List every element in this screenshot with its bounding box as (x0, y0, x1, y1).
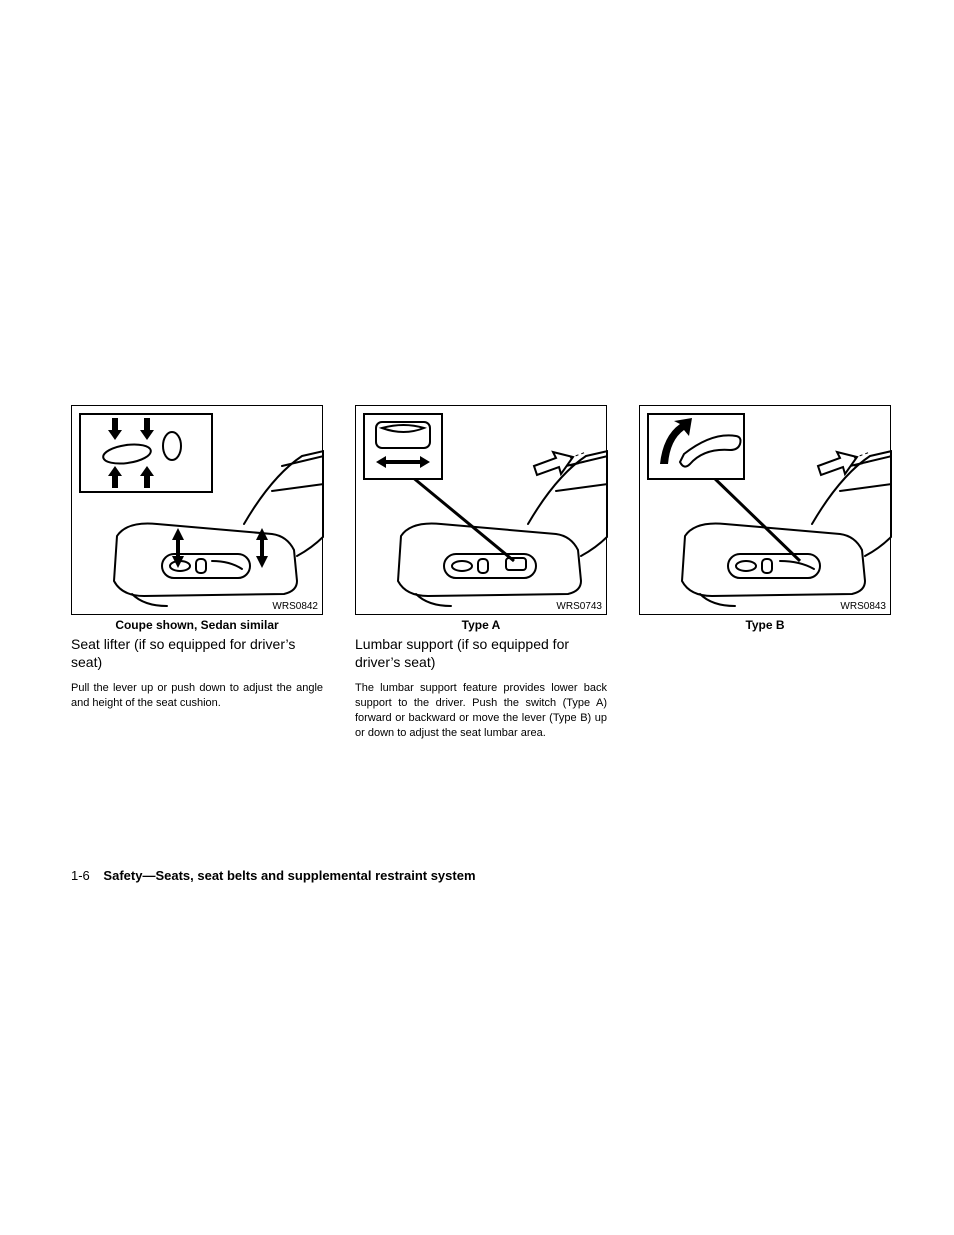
figure-caption: Type B (639, 618, 891, 632)
figure-caption: Coupe shown, Sedan similar (71, 618, 323, 632)
page-footer: 1-6 Safety—Seats, seat belts and supplem… (71, 868, 476, 883)
column-3: WRS0843 Type B (639, 405, 891, 740)
page-number: 1-6 (71, 868, 90, 883)
column-2: WRS0743 Type A Lumbar support (if so equ… (355, 405, 607, 740)
figure-code: WRS0842 (272, 601, 318, 612)
column-1: WRS0842 Coupe shown, Sedan similar Seat … (71, 405, 323, 740)
figure-seat-lifter: WRS0842 (71, 405, 323, 615)
page: WRS0842 Coupe shown, Sedan similar Seat … (0, 0, 954, 1235)
lumbar-type-a-diagram-icon (356, 406, 608, 616)
columns-container: WRS0842 Coupe shown, Sedan similar Seat … (71, 405, 892, 740)
figure-lumbar-type-b: WRS0843 (639, 405, 891, 615)
seat-lifter-diagram-icon (72, 406, 324, 616)
subheading: Lumbar support (if so equipped for drive… (355, 636, 607, 671)
body-paragraph: The lumbar support feature provides lowe… (355, 681, 607, 740)
body-paragraph: Pull the lever up or push down to adjust… (71, 681, 323, 711)
subheading: Seat lifter (if so equipped for driver’s… (71, 636, 323, 671)
lumbar-type-b-diagram-icon (640, 406, 892, 616)
section-title: Safety—Seats, seat belts and supplementa… (103, 868, 475, 883)
figure-caption: Type A (355, 618, 607, 632)
figure-code: WRS0743 (556, 601, 602, 612)
figure-code: WRS0843 (840, 601, 886, 612)
figure-lumbar-type-a: WRS0743 (355, 405, 607, 615)
